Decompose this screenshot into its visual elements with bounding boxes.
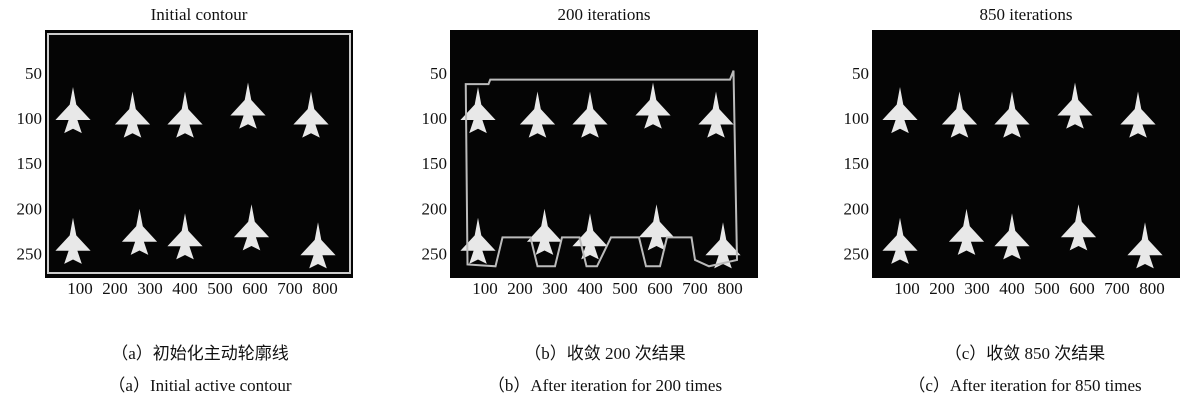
plane [55, 86, 91, 134]
y-tick-label: 100 [844, 109, 870, 128]
contour [464, 70, 739, 268]
plane [638, 204, 675, 251]
plane [572, 91, 608, 138]
panel-title: 850 iterations [979, 5, 1072, 24]
x-tick-label: 400 [172, 279, 198, 298]
image [450, 30, 758, 278]
y-tick-label: 150 [17, 154, 43, 173]
x-tick-label: 500 [207, 279, 233, 298]
plane [994, 91, 1030, 138]
x-tick-label: 200 [929, 279, 955, 298]
y-tick-label: 250 [844, 244, 870, 263]
x-tick-label: 200 [507, 279, 533, 298]
x-tick-label: 100 [67, 279, 93, 298]
plane [114, 91, 151, 138]
panel: 850 iterations 100 200 300 400 500 600 700 800 50… [844, 5, 1180, 395]
x-tick-label: 100 [894, 279, 920, 298]
plane [698, 91, 734, 138]
y-tick-label: 200 [844, 199, 870, 218]
y-tick-label: 250 [17, 244, 43, 263]
x-tick-label: 300 [964, 279, 990, 298]
x-tick-label: 700 [277, 279, 303, 298]
caption-en: （a）Initial active contour [108, 376, 291, 395]
y-tick-label: 250 [422, 244, 448, 263]
plane [55, 217, 91, 264]
x-tick-label: 700 [1104, 279, 1130, 298]
y-tick-label: 50 [852, 64, 869, 83]
y-tick-label: 200 [422, 199, 448, 218]
plane [705, 222, 741, 269]
x-tick-label: 500 [1034, 279, 1060, 298]
x-tick-label: 600 [242, 279, 268, 298]
x-tick-label: 800 [1139, 279, 1165, 298]
image [45, 30, 353, 278]
plane [635, 82, 671, 129]
plane [882, 86, 918, 134]
caption-zh: （a）初始化主动轮廓线 [111, 344, 289, 363]
y-tick-label: 50 [430, 64, 447, 83]
plane [293, 91, 329, 138]
plane [460, 86, 496, 134]
plane [230, 82, 266, 129]
plane [994, 213, 1030, 260]
x-tick-label: 400 [577, 279, 603, 298]
caption-zh: （b）收敛 200 次结果 [524, 344, 686, 363]
plane [572, 213, 608, 260]
y-tick-label: 50 [25, 64, 42, 83]
plane [941, 91, 978, 138]
x-tick-label: 600 [647, 279, 673, 298]
plane [121, 208, 158, 255]
contour [47, 33, 351, 274]
panel-title: 200 iterations [557, 5, 650, 24]
y-tick-label: 150 [422, 154, 448, 173]
plane [948, 208, 985, 255]
plane [167, 91, 203, 138]
x-tick-label: 800 [312, 279, 338, 298]
panel-title: Initial contour [151, 5, 248, 24]
y-tick-label: 100 [422, 109, 448, 128]
x-tick-label: 300 [137, 279, 163, 298]
caption-zh: （c）收敛 850 次结果 [945, 344, 1106, 363]
panel: Initial contour 100 200 300 400 500 600 700 800 5… [17, 5, 353, 395]
plane [300, 222, 336, 269]
y-tick-label: 100 [17, 109, 43, 128]
image [872, 30, 1180, 278]
caption-en: （c）After iteration for 850 times [908, 376, 1141, 395]
plane [1127, 222, 1163, 269]
plane [460, 217, 496, 264]
y-tick-label: 150 [844, 154, 870, 173]
plane [167, 213, 203, 260]
y-tick-label: 200 [17, 199, 43, 218]
x-tick-label: 300 [542, 279, 568, 298]
x-tick-label: 500 [612, 279, 638, 298]
caption-en: （b）After iteration for 200 times [488, 376, 722, 395]
plane [526, 208, 563, 255]
x-tick-label: 800 [717, 279, 743, 298]
plane [519, 91, 556, 138]
x-tick-label: 200 [102, 279, 128, 298]
panel: 200 iterations 100 200 300 400 500 600 700 800 50… [422, 5, 758, 395]
x-tick-label: 600 [1069, 279, 1095, 298]
plane [882, 217, 918, 264]
plane [233, 204, 270, 251]
plane [1060, 204, 1097, 251]
plane [1057, 82, 1093, 129]
plane [1120, 91, 1156, 138]
x-tick-label: 100 [472, 279, 498, 298]
x-tick-label: 700 [682, 279, 708, 298]
x-tick-label: 400 [999, 279, 1025, 298]
